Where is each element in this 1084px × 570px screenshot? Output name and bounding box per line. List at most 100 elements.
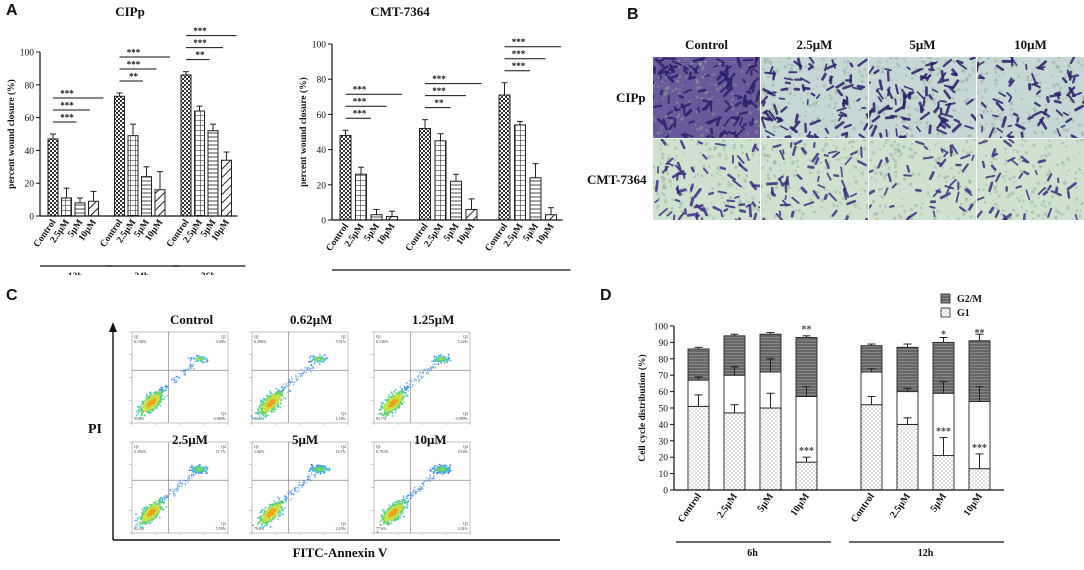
migration-micrograph (761, 57, 868, 138)
quad-value: 2.01% (458, 526, 469, 531)
quad-value: 0.136% (134, 339, 147, 344)
quad-name: Q3 (341, 411, 346, 416)
quad-name: Q3 (221, 411, 226, 416)
bar (339, 135, 352, 221)
significance-label: ** (975, 328, 985, 339)
y-tick-label: 90 (659, 339, 669, 349)
legend-swatch (940, 307, 951, 318)
quad-value: 5.01% (336, 339, 347, 344)
significance-label: *** (127, 60, 141, 70)
quad-value: 11.7% (216, 449, 227, 454)
bar (207, 130, 219, 217)
y-tick-label: 70 (659, 372, 669, 382)
x-tick-label: 2.5μM (715, 491, 740, 520)
quad-value: 0.989% (456, 416, 469, 421)
migration-micrograph (977, 139, 1084, 220)
bar (221, 159, 232, 217)
significance-label: ** (196, 50, 206, 60)
significance-label: *** (60, 101, 74, 111)
significance-label: *** (972, 443, 987, 454)
quad-name: Q3 (463, 521, 468, 526)
quad-value: 0.960% (214, 416, 227, 421)
quad-name: Q2 (221, 444, 226, 449)
y-axis-label: Cell cycle distribution (%) (637, 354, 648, 461)
significance-label: *** (353, 85, 367, 95)
group-label: 12h (918, 548, 934, 559)
quad-name: Q1 (134, 334, 139, 339)
bar-g1 (860, 404, 883, 491)
significance-label: *** (60, 89, 74, 99)
quad-name: Q3 (463, 411, 468, 416)
panel-letter-d: D (600, 287, 612, 304)
bar-g1 (759, 407, 782, 491)
bar (355, 173, 367, 221)
y-axis-label: percent wound closure (%) (6, 79, 17, 189)
significance-label: *** (193, 26, 207, 36)
y-tick-label: 10 (659, 470, 669, 480)
bar-g2m (687, 348, 710, 381)
bar (529, 177, 542, 221)
x-tick-label: 2.5μM (888, 491, 913, 520)
legend-label: G2/M (957, 294, 983, 305)
wound-chart-cmt7364: CMT-7364 0 20 40 60 80 100 percent wound closur… (298, 4, 571, 271)
flow-condition-label: Control (170, 312, 214, 327)
flow-y-arrow (109, 322, 117, 332)
wound-chart-cipp: CIPp 0 20 40 60 80 100 percent wound closure (%… (6, 4, 246, 275)
group-label: 6h (747, 548, 758, 559)
flow-scatter-plot: Q10.136%Q23.04%Q30.960%95.8% (129, 331, 229, 425)
bar (74, 202, 86, 217)
quad-name: Q2 (463, 444, 468, 449)
migration-row-label: CIPp (616, 89, 646, 105)
quad-value: 1.16% (336, 416, 347, 421)
quad-value: 3.04% (216, 339, 227, 344)
x-tick-label: 10μM (962, 491, 986, 518)
quad-value: 0.136% (376, 339, 389, 344)
bar (61, 197, 72, 217)
quad-name: Q1 (254, 334, 259, 339)
y-tick-label: 100 (654, 323, 669, 333)
y-tick-label: 80 (25, 81, 35, 91)
quad-name: Q1 (376, 334, 381, 339)
cell-cycle-chart: S G2/M G1 0 10 20 30 40 50 60 70 80 90 100 Cell cycle … (637, 290, 1004, 559)
bar (47, 138, 59, 217)
y-tick-label: 0 (663, 487, 668, 497)
flow-axes: PI FITC-Annexin V (88, 322, 560, 560)
significance-label: *** (127, 48, 141, 58)
x-tick-label: 5μM (755, 491, 776, 514)
y-tick-label: 60 (317, 111, 327, 121)
quad-name: Q1 (376, 444, 381, 449)
x-tick-label: Control (849, 491, 877, 525)
significance-label: ** (129, 72, 139, 82)
y-tick-label: 60 (659, 388, 669, 398)
bar (141, 176, 152, 217)
flow-x-label: FITC-Annexin V (293, 545, 388, 560)
quad-name: Q3 (221, 521, 226, 526)
group-label: 24h (134, 272, 150, 275)
y-tick-label: 100 (20, 49, 35, 59)
quad-value: 5.22% (458, 339, 469, 344)
significance-label: *** (353, 109, 367, 119)
flow-scatter-plot: Q10.136% Q25.22% Q30.989% 93.7% (371, 331, 471, 425)
legend-swatch (940, 293, 951, 304)
flow-condition-label: 5μM (292, 432, 319, 447)
significance-label: * (941, 329, 946, 340)
significance-label: *** (432, 74, 446, 84)
legend-label: G1 (957, 308, 970, 319)
bar-g1 (896, 423, 919, 491)
y-tick-label: 20 (317, 181, 327, 191)
migration-col-header: 2.5μM (796, 37, 833, 52)
bar (180, 74, 192, 217)
migration-micrograph (977, 57, 1084, 138)
chart-title: CMT-7364 (370, 4, 430, 19)
migration-micrograph (761, 139, 868, 220)
bar-g1 (968, 468, 991, 491)
bar-g2m (795, 337, 818, 397)
y-tick-label: 40 (659, 421, 669, 431)
migration-micrograph (869, 139, 976, 220)
bar (114, 95, 125, 217)
migration-col-header: 5μM (909, 37, 936, 52)
significance-label: ** (802, 324, 812, 335)
significance-label: *** (936, 427, 951, 438)
